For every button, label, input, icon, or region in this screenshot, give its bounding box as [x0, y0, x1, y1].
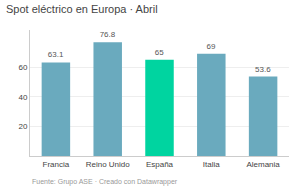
- svg-text:Alemania: Alemania: [246, 160, 280, 169]
- svg-text:Francia: Francia: [43, 160, 70, 169]
- svg-text:Spot eléctrico en Europa · Abr: Spot eléctrico en Europa · Abril: [6, 3, 158, 15]
- svg-text:40: 40: [18, 93, 27, 102]
- svg-text:63.1: 63.1: [48, 50, 64, 59]
- svg-text:65: 65: [155, 48, 164, 57]
- svg-text:España: España: [146, 160, 174, 169]
- svg-text:Fuente: Grupo ASE · Creado con: Fuente: Grupo ASE · Creado con Datawrapp…: [32, 178, 178, 186]
- svg-text:53.6: 53.6: [255, 65, 271, 74]
- svg-text:60: 60: [18, 63, 27, 72]
- svg-text:76.8: 76.8: [100, 30, 116, 39]
- svg-text:69: 69: [207, 42, 216, 51]
- svg-text:20: 20: [18, 122, 27, 131]
- svg-text:Reino Unido: Reino Unido: [86, 160, 131, 169]
- svg-text:Italia: Italia: [203, 160, 220, 169]
